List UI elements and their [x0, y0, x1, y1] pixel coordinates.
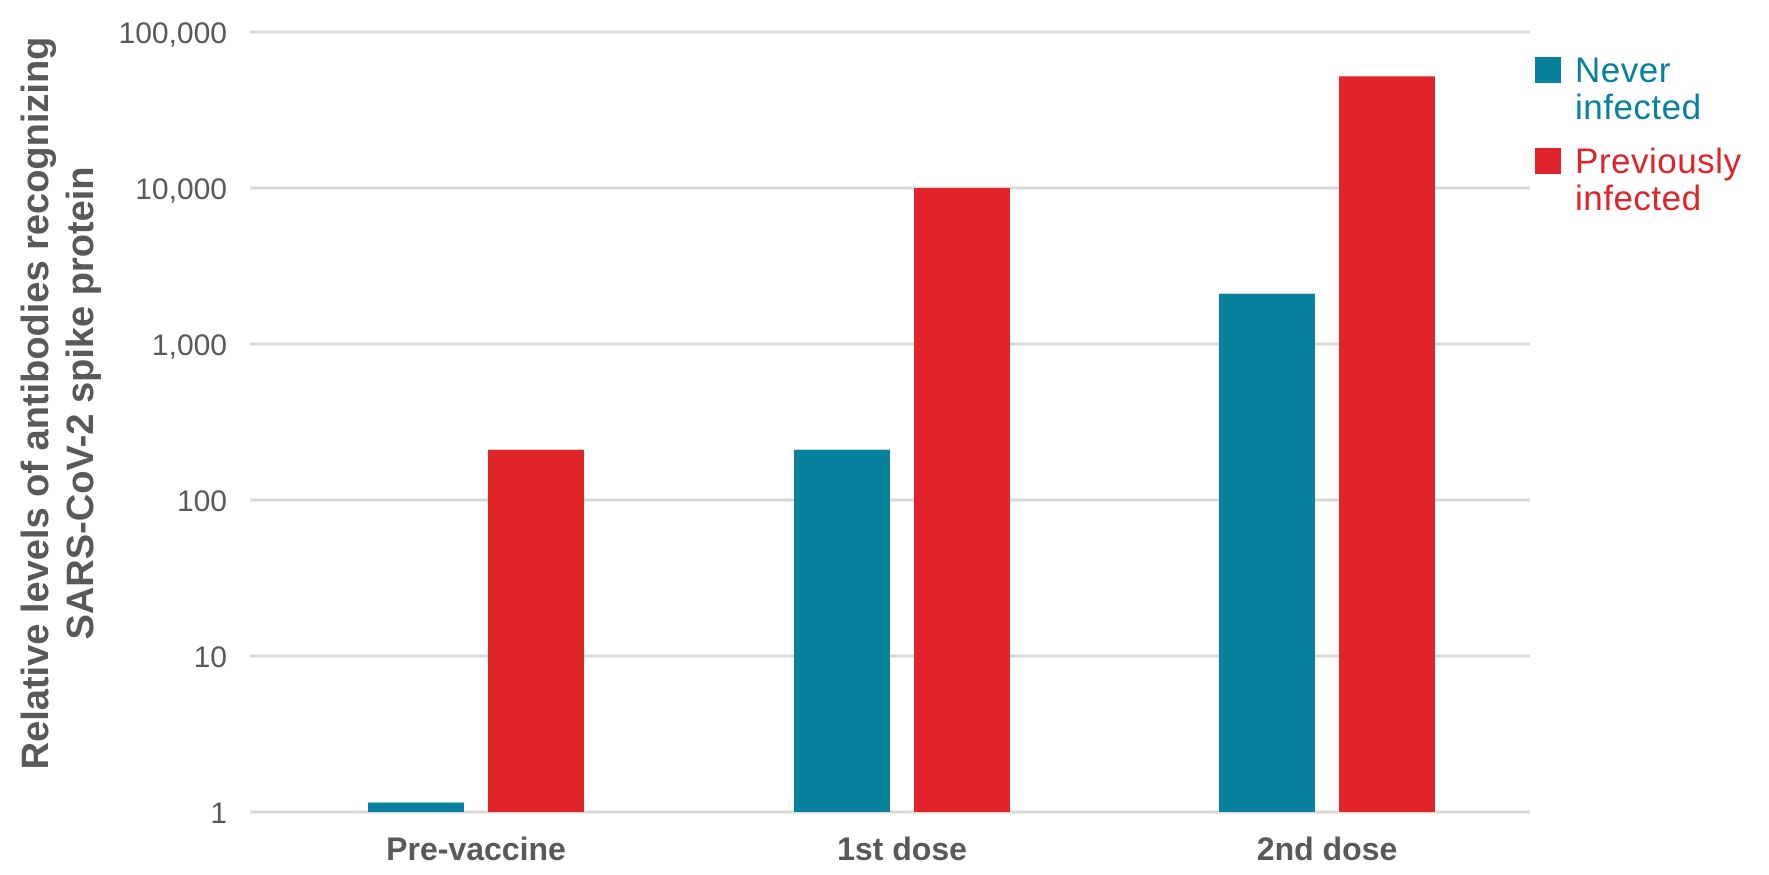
bars: [368, 76, 1435, 813]
x-category-label: 2nd dose: [1257, 831, 1397, 867]
y-tick-label: 100,000: [119, 17, 227, 50]
y-tick-label: 1: [210, 797, 227, 830]
x-axis-categories: Pre-vaccine 1st dose 2nd dose: [386, 831, 1397, 867]
y-axis-ticks: 1 10 100 1,000 10,000 100,000: [119, 17, 227, 830]
x-category-label: Pre-vaccine: [386, 831, 566, 867]
legend-swatch: [1535, 148, 1561, 174]
x-category-label: 1st dose: [837, 831, 967, 867]
legend-label: infected: [1575, 88, 1702, 127]
legend-swatch: [1535, 57, 1561, 83]
y-axis-label-line-2: SARS-CoV-2 spike protein: [60, 167, 102, 640]
y-tick-label: 10: [194, 641, 227, 674]
y-tick-label: 1,000: [152, 329, 227, 362]
legend-label: Previously: [1575, 142, 1741, 181]
y-tick-label: 100: [177, 485, 227, 518]
legend-label: Never: [1575, 51, 1671, 90]
bar: [488, 449, 584, 812]
legend-label: infected: [1575, 179, 1702, 218]
bar: [1219, 293, 1315, 813]
y-tick-label: 10,000: [135, 173, 227, 206]
bar: [1339, 76, 1435, 813]
y-axis-label-line-1: Relative levels of antibodies recognizin…: [15, 37, 57, 770]
bar: [794, 449, 890, 812]
bar: [914, 188, 1010, 812]
y-axis-label: Relative levels of antibodies recognizin…: [15, 37, 102, 770]
bar: [368, 802, 464, 812]
